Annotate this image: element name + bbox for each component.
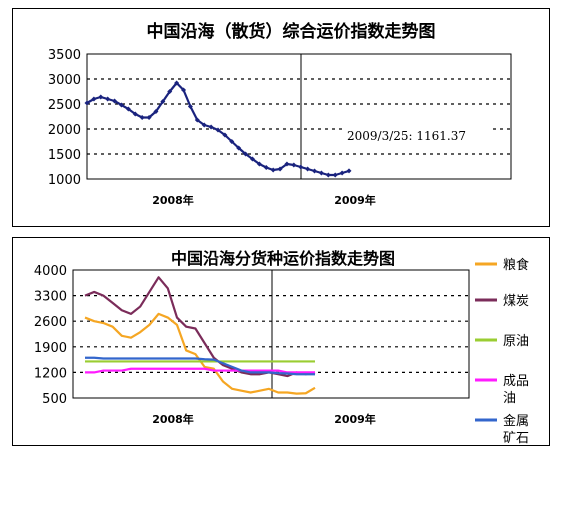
annotation-bg	[343, 124, 489, 144]
legend-label-1: 煤炭	[503, 294, 529, 309]
data-point	[229, 139, 235, 144]
y-tick-label: 1000	[48, 173, 81, 188]
data-point	[194, 117, 200, 123]
y-tick-label: 2000	[48, 123, 81, 138]
legend-label-4: 金属矿石	[503, 413, 529, 446]
y-tick-label: 2600	[34, 315, 67, 330]
y-tick-label: 3300	[34, 290, 67, 305]
y-tick-label: 500	[42, 392, 67, 407]
data-point	[208, 124, 214, 130]
data-point	[291, 162, 297, 168]
data-point	[84, 100, 90, 106]
composite-index-chart-panel: 中国沿海（散货）综合运价指数走势图 3500 3000 2500 2000 1500 100…	[12, 8, 550, 227]
data-point	[167, 89, 173, 94]
legend-label-2: 原油	[503, 334, 529, 349]
y-tick-label: 2500	[48, 98, 81, 113]
data-point	[139, 115, 145, 120]
series-line-3	[85, 367, 315, 374]
data-point	[346, 168, 352, 174]
y-tick-label: 1900	[34, 341, 67, 356]
annotation-label: 2009/3/25: 1161.37	[347, 129, 466, 143]
data-point	[325, 172, 331, 178]
composite-index-chart: 中国沿海（散货）综合运价指数走势图 3500 3000 2500 2000 1500 100…	[48, 21, 512, 207]
data-point	[105, 96, 111, 102]
data-point	[222, 132, 228, 138]
plot-area	[72, 269, 470, 399]
series-line-0	[84, 312, 316, 395]
chart-title: 中国沿海分货种运价指数走势图	[171, 249, 395, 268]
data-point	[201, 122, 207, 128]
data-point	[339, 170, 345, 176]
data-point	[98, 94, 104, 100]
data-point	[263, 165, 269, 170]
data-point	[318, 170, 324, 176]
y-tick-label: 4000	[34, 264, 67, 279]
data-point	[236, 145, 242, 151]
x-tick-label: 2009年	[334, 193, 376, 207]
data-point	[118, 102, 124, 108]
cargo-index-chart: 中国沿海分货种运价指数走势图 4000 3300 2600 1900 1200 500 200…	[34, 249, 529, 446]
x-tick-label: 2008年	[152, 193, 194, 207]
data-point	[132, 111, 138, 117]
data-point	[181, 87, 187, 93]
data-point	[277, 166, 283, 172]
legend-label-0: 粮食	[503, 257, 529, 273]
y-tick-label: 3500	[48, 48, 81, 63]
data-point	[312, 168, 318, 174]
legend-label-3: 成品油	[503, 374, 529, 406]
cargo-index-chart-panel: 中国沿海分货种运价指数走势图 4000 3300 2600 1900 1200 500 200…	[12, 237, 550, 446]
x-tick-label: 2008年	[152, 412, 194, 426]
data-point	[91, 96, 97, 102]
data-point	[112, 98, 118, 104]
data-point	[249, 156, 255, 162]
data-point	[125, 106, 131, 112]
data-point	[256, 161, 262, 167]
data-point	[284, 161, 290, 167]
series-line-4	[85, 356, 315, 376]
y-tick-label: 1200	[34, 366, 67, 381]
y-tick-label: 3000	[48, 73, 81, 88]
data-point	[187, 104, 193, 109]
data-point	[215, 127, 221, 133]
data-point	[146, 115, 152, 120]
data-point	[160, 99, 166, 104]
y-tick-label: 1500	[48, 148, 81, 163]
data-point	[332, 172, 338, 178]
data-point	[298, 164, 304, 170]
data-point	[153, 109, 159, 114]
data-point	[243, 151, 249, 157]
chart-title: 中国沿海（散货）综合运价指数走势图	[147, 21, 436, 42]
data-point	[305, 166, 311, 172]
plot-area	[86, 53, 512, 180]
data-point	[270, 167, 276, 173]
x-tick-label: 2009年	[334, 412, 376, 426]
data-point	[174, 80, 180, 86]
